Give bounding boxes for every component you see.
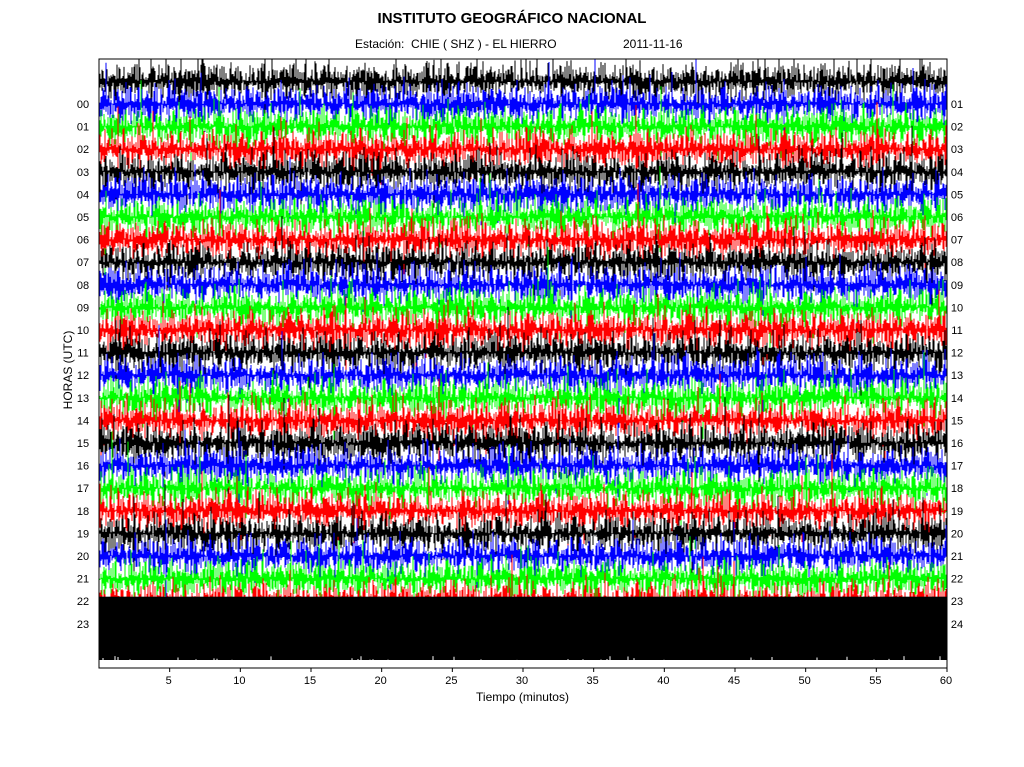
right-hour-label: 15: [951, 415, 963, 427]
left-hour-label: 05: [77, 212, 89, 224]
right-hour-label: 19: [951, 506, 963, 518]
right-hour-label: 02: [951, 122, 963, 134]
right-hour-label: 14: [951, 393, 963, 405]
right-hour-label: 04: [951, 167, 963, 179]
left-hour-label: 01: [77, 122, 89, 134]
left-hour-label: 07: [77, 257, 89, 269]
x-tick-label: 40: [657, 675, 669, 687]
right-hour-label: 10: [951, 302, 963, 314]
left-hour-label: 09: [77, 302, 89, 314]
chart-title: INSTITUTO GEOGRÁFICO NACIONAL: [377, 10, 647, 27]
left-hour-label: 02: [77, 144, 89, 156]
right-hour-label: 17: [951, 461, 963, 473]
right-hour-label: 09: [951, 280, 963, 292]
right-hour-label: 06: [951, 212, 963, 224]
x-tick-label: 30: [516, 675, 528, 687]
left-hour-label: 23: [77, 619, 89, 631]
x-tick-label: 60: [940, 675, 952, 687]
right-hour-label: 01: [951, 99, 963, 111]
date-label: 2011-11-16: [623, 37, 683, 51]
right-hour-label: 07: [951, 235, 963, 247]
x-tick-label: 15: [304, 675, 316, 687]
left-hour-label: 04: [77, 189, 89, 201]
left-hour-label: 16: [77, 461, 89, 473]
left-hour-label: 18: [77, 506, 89, 518]
x-tick-label: 5: [166, 675, 172, 687]
seismic-traces: [98, 59, 948, 668]
left-hour-label: 13: [77, 393, 89, 405]
right-hour-label: 20: [951, 528, 963, 540]
x-tick-label: 20: [375, 675, 387, 687]
left-hour-label: 14: [77, 415, 89, 427]
left-hour-label: 08: [77, 280, 89, 292]
right-hour-label: 24: [951, 619, 963, 631]
x-tick-label: 50: [799, 675, 811, 687]
x-tick-label: 35: [587, 675, 599, 687]
right-hour-label: 18: [951, 483, 963, 495]
x-tick-label: 10: [233, 675, 245, 687]
left-hour-label: 19: [77, 528, 89, 540]
left-hour-label: 22: [77, 596, 89, 608]
right-hour-label: 05: [951, 189, 963, 201]
right-hour-label: 21: [951, 551, 963, 563]
left-hour-label: 20: [77, 551, 89, 563]
left-hour-label: 00: [77, 99, 89, 111]
right-hour-label: 12: [951, 348, 963, 360]
station-label: Estación: CHIE ( SHZ ) - EL HIERRO: [355, 37, 557, 51]
x-tick-label: 55: [869, 675, 881, 687]
baseline-spikes: [102, 656, 941, 668]
right-hour-label: 22: [951, 574, 963, 586]
left-hour-label: 17: [77, 483, 89, 495]
left-hour-label: 03: [77, 167, 89, 179]
axes-labels: 00 01 02 03 04 05 06 07 08 09 10 11 12 13 14 15 16 17 18 19…: [77, 99, 963, 687]
x-tick-label: 25: [445, 675, 457, 687]
left-hour-label: 11: [77, 348, 88, 360]
right-hour-label: 13: [951, 370, 963, 382]
right-hour-label: 03: [951, 144, 963, 156]
right-hour-label: 16: [951, 438, 963, 450]
left-hour-label: 10: [77, 325, 89, 337]
left-hour-label: 21: [77, 574, 89, 586]
left-hour-label: 15: [77, 438, 89, 450]
left-hour-label: 12: [77, 370, 89, 382]
left-hour-label: 06: [77, 235, 89, 247]
right-hour-label: 23: [951, 596, 963, 608]
right-hour-label: 08: [951, 257, 963, 269]
right-hour-label: 11: [951, 325, 962, 337]
x-axis-label: Tiempo (minutos): [476, 690, 569, 704]
dense-trace-band: [99, 596, 947, 660]
x-tick-label: 45: [728, 675, 740, 687]
